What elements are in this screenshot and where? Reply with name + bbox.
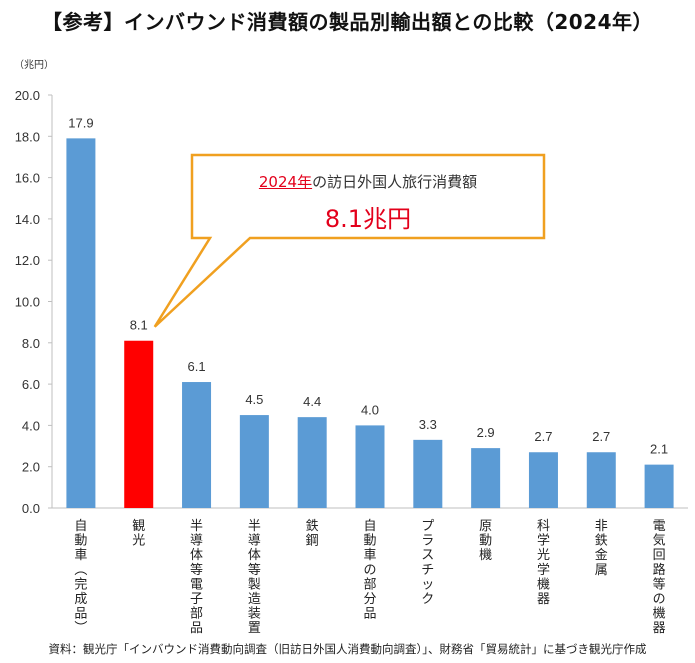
y-tick-label: 2.0 bbox=[22, 460, 40, 475]
category-label: 半導体等電子部品 bbox=[190, 519, 203, 636]
callout-year: 2024年 bbox=[258, 173, 313, 191]
callout-caption: 2024年の訪日外国人旅行消費額 bbox=[192, 171, 544, 192]
callout-text: の訪日外国人旅行消費額 bbox=[312, 173, 478, 191]
data-label: 2.1 bbox=[650, 442, 668, 457]
y-tick-label: 20.0 bbox=[15, 88, 40, 103]
y-tick-label: 8.0 bbox=[22, 336, 40, 351]
y-tick-label: 12.0 bbox=[15, 253, 40, 268]
bar bbox=[124, 340, 154, 508]
bar bbox=[66, 138, 96, 509]
y-axis-unit: （兆円） bbox=[14, 60, 54, 71]
category-label: 非鉄金属 bbox=[595, 519, 608, 578]
category-label: プラスチック bbox=[421, 519, 434, 607]
bar bbox=[528, 452, 558, 508]
y-tick-label: 6.0 bbox=[22, 377, 40, 392]
bar bbox=[355, 425, 385, 508]
y-tick-label: 14.0 bbox=[15, 212, 40, 227]
category-label: 電気回路等の機器 bbox=[653, 519, 666, 636]
category-label: 鉄鋼 bbox=[306, 519, 319, 549]
bar bbox=[586, 452, 616, 508]
chart-title: 【参考】インバウンド消費額の製品別輸出額との比較（2024年） bbox=[42, 10, 653, 34]
data-label: 17.9 bbox=[68, 115, 93, 130]
data-label: 2.9 bbox=[477, 425, 495, 440]
callout-box: 2024年の訪日外国人旅行消費額 8.1兆円 bbox=[192, 155, 544, 238]
category-label: 科学光学機器 bbox=[537, 519, 550, 607]
category-label: 観光 bbox=[132, 519, 145, 549]
y-tick-label: 0.0 bbox=[22, 501, 40, 516]
bar bbox=[239, 415, 269, 508]
category-label: 自動車︵完成品︶ bbox=[74, 519, 87, 636]
data-label: 2.7 bbox=[592, 429, 610, 444]
data-label: 8.1 bbox=[130, 318, 148, 333]
category-label: 原動機 bbox=[479, 519, 492, 563]
y-tick-label: 10.0 bbox=[15, 295, 40, 310]
callout-pointer bbox=[153, 153, 546, 328]
bar bbox=[297, 417, 327, 508]
bar bbox=[471, 448, 501, 508]
source-note: 資料：観光庁「インバウンド消費動向調査（旧訪日外国人消費動向調査）」、財務省「貿… bbox=[48, 642, 647, 656]
data-label: 4.0 bbox=[361, 402, 379, 417]
y-tick-label: 4.0 bbox=[22, 418, 40, 433]
bar bbox=[413, 439, 443, 508]
data-label: 4.4 bbox=[303, 394, 321, 409]
category-label: 自動車の部分品 bbox=[363, 519, 376, 622]
callout-value: 8.1兆円 bbox=[324, 205, 412, 233]
data-label: 2.7 bbox=[534, 429, 552, 444]
y-tick-label: 18.0 bbox=[15, 129, 40, 144]
category-label: 半導体等製造装置 bbox=[248, 519, 261, 636]
data-label: 4.5 bbox=[245, 392, 263, 407]
data-label: 6.1 bbox=[188, 359, 206, 374]
data-label: 3.3 bbox=[419, 417, 437, 432]
bar bbox=[644, 464, 674, 508]
bar bbox=[182, 382, 212, 508]
y-tick-label: 16.0 bbox=[15, 171, 40, 186]
